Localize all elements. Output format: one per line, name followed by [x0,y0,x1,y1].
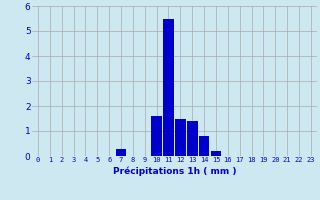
Bar [163,19,174,156]
Bar [187,121,197,156]
Bar [211,151,221,156]
Bar [175,118,186,156]
Bar [116,148,126,156]
Bar [151,116,162,156]
X-axis label: Précipitations 1h ( mm ): Précipitations 1h ( mm ) [113,166,236,176]
Bar [199,136,209,156]
